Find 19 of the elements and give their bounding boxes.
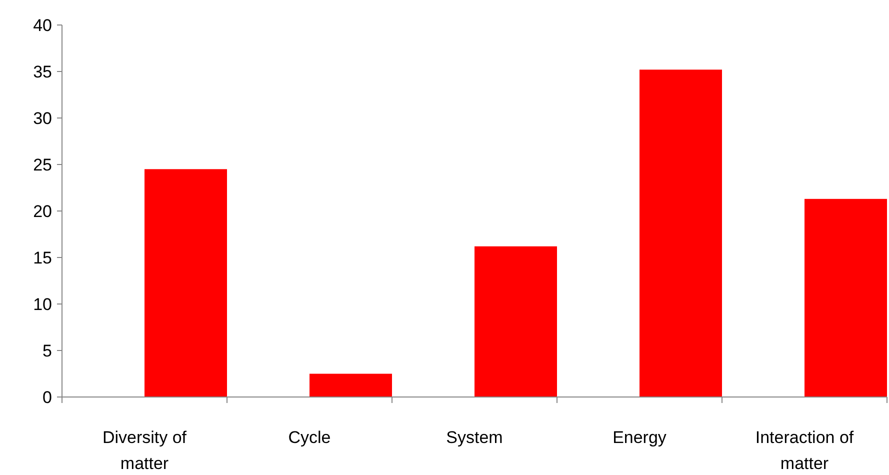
x-tick-label: Energy — [612, 428, 667, 447]
y-tick-label: 40 — [33, 16, 52, 35]
y-tick-label: 5 — [42, 341, 52, 360]
bar — [640, 70, 722, 397]
x-tick-label: Cycle — [288, 428, 331, 447]
y-tick-label: 35 — [33, 62, 52, 82]
bar — [310, 374, 392, 397]
y-tick-label: 10 — [33, 294, 52, 314]
y-tick-label: 0 — [42, 388, 52, 407]
x-tick-label: System — [446, 428, 503, 447]
x-tick-label: Interaction of matter — [755, 428, 854, 473]
y-tick-label: 25 — [33, 155, 52, 174]
y-tick-label: 15 — [33, 248, 52, 268]
bar — [474, 246, 557, 397]
x-tick-label: Diversity of matter — [102, 428, 187, 473]
y-tick-label: 20 — [33, 202, 52, 221]
bar — [144, 169, 227, 397]
bar — [804, 198, 887, 397]
y-tick-label: 30 — [33, 108, 52, 128]
